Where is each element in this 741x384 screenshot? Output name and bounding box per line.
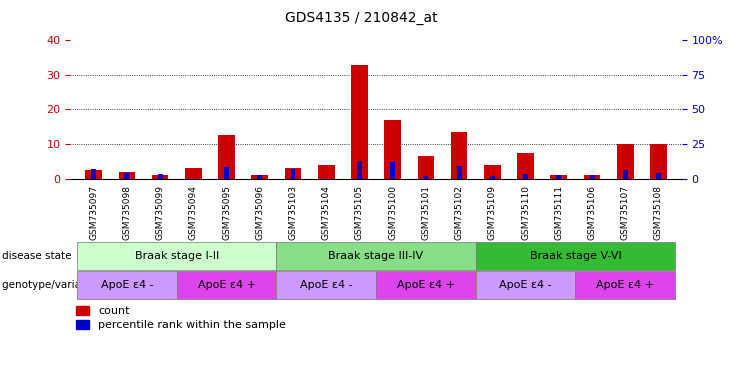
Bar <box>484 165 501 179</box>
Bar <box>490 177 495 179</box>
Bar <box>517 153 534 179</box>
Bar <box>251 175 268 179</box>
Bar <box>391 162 395 179</box>
Text: ApoE ε4 +: ApoE ε4 + <box>397 280 455 290</box>
Bar <box>152 175 168 179</box>
Bar <box>556 175 561 179</box>
Bar <box>423 176 428 179</box>
Text: ApoE ε4 -: ApoE ε4 - <box>300 280 353 290</box>
Legend: count, percentile rank within the sample: count, percentile rank within the sample <box>76 306 286 330</box>
Bar <box>523 174 528 179</box>
Bar <box>617 144 634 179</box>
Bar <box>85 170 102 179</box>
Text: ApoE ε4 +: ApoE ε4 + <box>198 280 256 290</box>
Bar <box>290 169 296 179</box>
Bar <box>185 168 202 179</box>
Text: ApoE ε4 -: ApoE ε4 - <box>499 280 552 290</box>
Bar <box>357 161 362 179</box>
Text: ApoE ε4 +: ApoE ε4 + <box>597 280 654 290</box>
Text: Braak stage III-IV: Braak stage III-IV <box>328 251 424 261</box>
Bar <box>124 173 130 179</box>
Text: genotype/variation  ▶: genotype/variation ▶ <box>2 280 116 290</box>
Bar <box>590 175 594 179</box>
Bar <box>257 175 262 179</box>
Bar <box>385 120 401 179</box>
Bar <box>650 144 667 179</box>
Text: Braak stage V-VI: Braak stage V-VI <box>530 251 621 261</box>
Bar <box>551 175 567 179</box>
Bar <box>584 175 600 179</box>
Text: ApoE ε4 -: ApoE ε4 - <box>101 280 153 290</box>
Bar <box>224 167 229 179</box>
Bar <box>451 132 468 179</box>
Bar <box>656 173 661 179</box>
Bar <box>158 174 162 179</box>
Bar <box>351 65 368 179</box>
Text: Braak stage I-II: Braak stage I-II <box>135 251 219 261</box>
Bar <box>285 168 302 179</box>
Bar <box>119 172 135 179</box>
Bar <box>622 170 628 179</box>
Text: disease state  ▶: disease state ▶ <box>2 251 86 261</box>
Bar <box>91 169 96 179</box>
Bar <box>219 136 235 179</box>
Text: GDS4135 / 210842_at: GDS4135 / 210842_at <box>285 11 437 25</box>
Bar <box>318 165 334 179</box>
Bar <box>456 166 462 179</box>
Bar <box>418 156 434 179</box>
